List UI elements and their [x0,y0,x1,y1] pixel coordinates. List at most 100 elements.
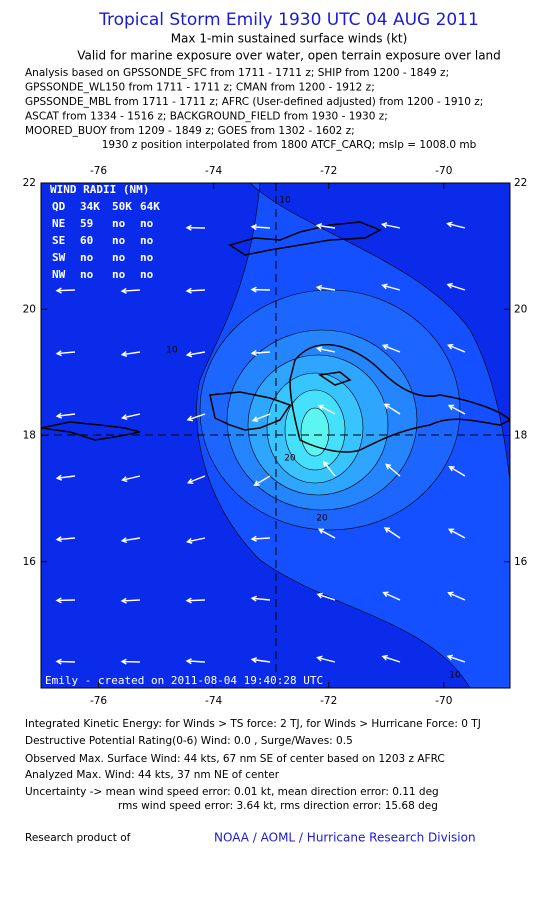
x-tick-label: -74 [205,165,222,177]
wind-vector [382,591,401,601]
wind-vector [251,413,271,422]
analysis-line: GPSSONDE_WL150 from 1711 - 1711 z; CMAN … [25,82,375,94]
radii-cell: no [112,251,126,264]
wind-vector [250,595,271,602]
wind-vector [185,537,206,544]
y-tick-label: 20 [514,303,527,315]
wind-vector [446,282,466,291]
x-tick-label: -72 [320,695,337,707]
wind-vector [383,527,401,539]
wind-vector [185,351,206,358]
contour-label: 10 [166,346,178,356]
radii-cell: no [140,217,154,230]
wind-vector [381,283,401,291]
wind-vector [316,655,336,663]
radii-cell: no [80,268,94,281]
wind-vector [55,287,76,294]
wind-vector [447,591,466,601]
analysis-line: GPSSONDE_MBL from 1711 - 1711 z; AFRC (U… [25,96,483,108]
wind-vector [55,536,76,543]
wind-vector [55,412,76,419]
x-tick-label: -70 [435,695,452,707]
radii-column: 34K [80,200,100,213]
wind-vector [253,475,271,486]
credit: Emily - created on 2011-08-04 19:40:28 U… [45,674,323,687]
radii-cell: no [80,251,94,264]
wind-vector [447,404,466,415]
wind-vector [447,343,466,353]
y-tick-label: 18 [23,430,36,442]
organization: NOAA / AOML / Hurricane Research Divisio… [214,831,476,845]
wind-vector [383,403,401,415]
wind-vector [55,474,76,481]
wind-vector [55,350,76,357]
wind-vector [316,592,336,601]
wind-vector [385,463,401,477]
position-note: 1930 z position interpolated from 1800 A… [102,139,477,151]
wind-vector [120,537,141,544]
radii-cell: NE [52,217,65,230]
footer-line: Analyzed Max. Wind: 44 kts, 37 nm NE of … [25,769,280,781]
radii-cell: NW [52,268,66,281]
title: Tropical Storm Emily 1930 UTC 04 AUG 201… [98,10,479,30]
footer-line: Integrated Kinetic Energy: for Winds > T… [25,718,481,730]
subtitle: Max 1-min sustained surface winds (kt) [171,32,408,46]
wind-vectors [55,221,466,665]
contour-label: 20 [316,514,328,524]
radii-column: 64K [140,200,160,213]
wind-vector [186,475,206,484]
wind-vector [322,460,336,477]
radii-title: WIND RADII (NM) [50,183,149,196]
wind-vector [315,284,336,291]
analysis-line: MOORED_BUOY from 1209 - 1849 z; GOES fro… [25,125,355,137]
y-tick-label: 20 [23,303,36,315]
radii-cell: 60 [80,234,93,247]
wind-vector [317,528,336,539]
x-tick-label: -76 [90,165,107,177]
y-tick-label: 22 [514,177,527,189]
radii-cell: SE [52,234,65,247]
wind-vector [120,351,141,357]
contour-label: 20 [284,454,296,464]
radii-cell: no [112,217,126,230]
radii-cell: no [140,251,154,264]
radii-cell: no [140,268,154,281]
wind-vector [121,413,141,420]
footer-line: Destructive Potential Rating(0-6) Wind: … [25,735,353,747]
wind-vector [315,223,336,230]
contour-label: 10 [279,196,291,206]
radii-cell: no [112,234,126,247]
wind-vector [250,535,271,542]
wind-vector [381,654,401,663]
footer-line: Uncertainty -> mean wind speed error: 0.… [25,786,439,798]
wind-vector [121,475,141,483]
wind-vector [448,465,466,477]
y-tick-label: 16 [23,556,37,568]
footer-line: rms wind speed error: 3.64 kt, rms direc… [118,800,438,812]
radii-column: QD [52,200,66,213]
radii-cell: no [112,268,126,281]
wind-vector [446,654,466,663]
contour-labels: 10 10 20 20 10 [166,196,461,681]
product-label: Research product of [25,832,131,844]
x-tick-label: -72 [320,165,337,177]
radii-cell: 59 [80,217,93,230]
center-crosshair [41,183,510,688]
wind-vector [120,287,141,294]
wind-vector [315,346,336,353]
footer-line: Observed Max. Surface Wind: 44 kts, 67 n… [25,753,445,765]
y-tick-label: 22 [23,177,36,189]
wind-vector [185,658,206,665]
axes: -76 -76 -74 -74 -72 -72 -70 -70 22 22 20 20 18 18 16 16 [23,165,528,707]
contour-label: 10 [449,671,461,681]
wind-vector [250,657,271,664]
wind-vector [120,597,141,604]
wind-vector [185,224,206,231]
radii-column: 50K [112,200,132,213]
wind-vector [380,222,401,229]
wind-vector [186,413,206,422]
x-tick-label: -74 [205,695,222,707]
wind-vector [250,349,271,356]
analysis-line: ASCAT from 1334 - 1516 z; BACKGROUND_FIE… [25,111,388,123]
